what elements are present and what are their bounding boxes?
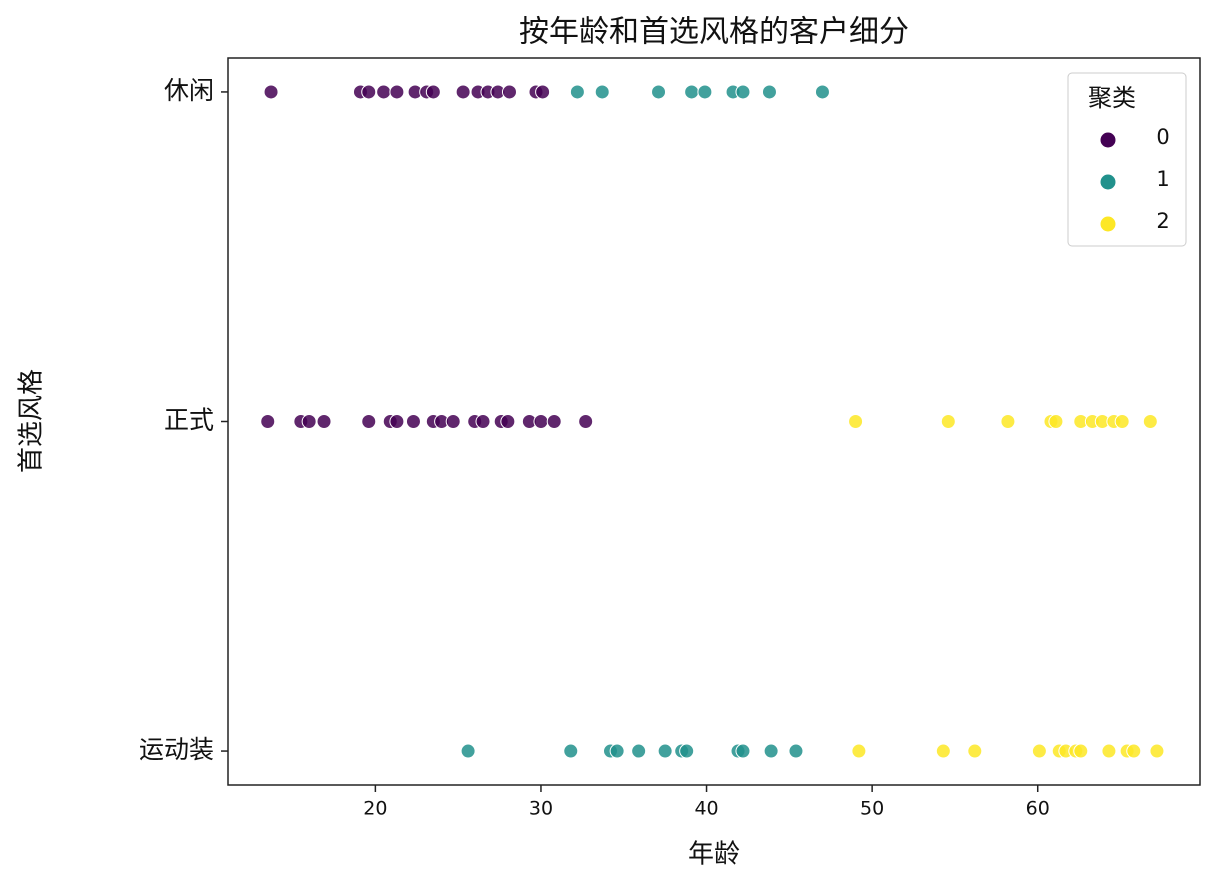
point <box>735 84 751 100</box>
legend-marker <box>1099 131 1117 149</box>
point <box>460 743 476 759</box>
point <box>316 414 332 429</box>
point <box>761 84 777 100</box>
point <box>263 84 279 100</box>
point <box>788 743 804 759</box>
legend-label: 0 <box>1156 125 1169 149</box>
point <box>763 743 779 759</box>
y-tick-label: 运动装 <box>139 735 214 764</box>
point <box>301 414 317 429</box>
point <box>679 743 695 759</box>
point <box>578 414 594 429</box>
point <box>563 743 579 759</box>
legend-marker <box>1099 173 1117 191</box>
point <box>389 84 405 100</box>
legend-label: 2 <box>1156 209 1169 233</box>
point <box>684 84 700 100</box>
point <box>1000 414 1016 429</box>
point <box>651 84 667 100</box>
point <box>848 414 864 429</box>
point <box>455 84 471 100</box>
point <box>260 414 276 429</box>
point <box>1126 743 1142 759</box>
point <box>1149 743 1165 759</box>
legend-label: 1 <box>1156 167 1169 191</box>
point <box>940 414 956 429</box>
point <box>594 84 610 100</box>
legend-box <box>1067 72 1187 247</box>
x-tick-label: 50 <box>860 798 884 820</box>
point <box>814 84 830 100</box>
y-tick-label: 休闲 <box>164 76 214 105</box>
point <box>569 84 585 100</box>
point <box>389 414 405 429</box>
point <box>501 84 517 100</box>
point <box>1073 743 1089 759</box>
x-axis-label: 年龄 <box>688 840 740 870</box>
point <box>967 743 983 759</box>
point <box>609 743 625 759</box>
legend-marker <box>1099 215 1117 233</box>
point <box>1142 414 1158 429</box>
point <box>475 414 491 429</box>
point <box>445 414 461 429</box>
point <box>851 743 867 759</box>
point <box>657 743 673 759</box>
chart-title: 按年龄和首选风格的客户细分 <box>519 15 909 50</box>
point <box>1114 414 1130 429</box>
point <box>631 743 647 759</box>
x-tick-label: 40 <box>694 798 718 820</box>
point <box>1048 414 1064 429</box>
x-tick-label: 60 <box>1026 798 1050 820</box>
x-tick-label: 30 <box>529 798 553 820</box>
point <box>361 84 377 100</box>
point <box>1031 743 1047 759</box>
y-tick-label: 正式 <box>164 406 214 435</box>
point <box>425 84 441 100</box>
point <box>546 414 562 429</box>
y-axis-label: 首选风格 <box>17 369 47 473</box>
point <box>935 743 951 759</box>
point <box>405 414 421 429</box>
legend-title: 聚类 <box>1088 84 1136 112</box>
point <box>535 84 551 100</box>
x-tick-label: 20 <box>363 798 387 820</box>
point <box>697 84 713 100</box>
point <box>1101 743 1117 759</box>
point <box>361 414 377 429</box>
point <box>376 84 392 100</box>
point <box>533 414 549 429</box>
point <box>735 743 751 759</box>
point <box>500 414 516 429</box>
